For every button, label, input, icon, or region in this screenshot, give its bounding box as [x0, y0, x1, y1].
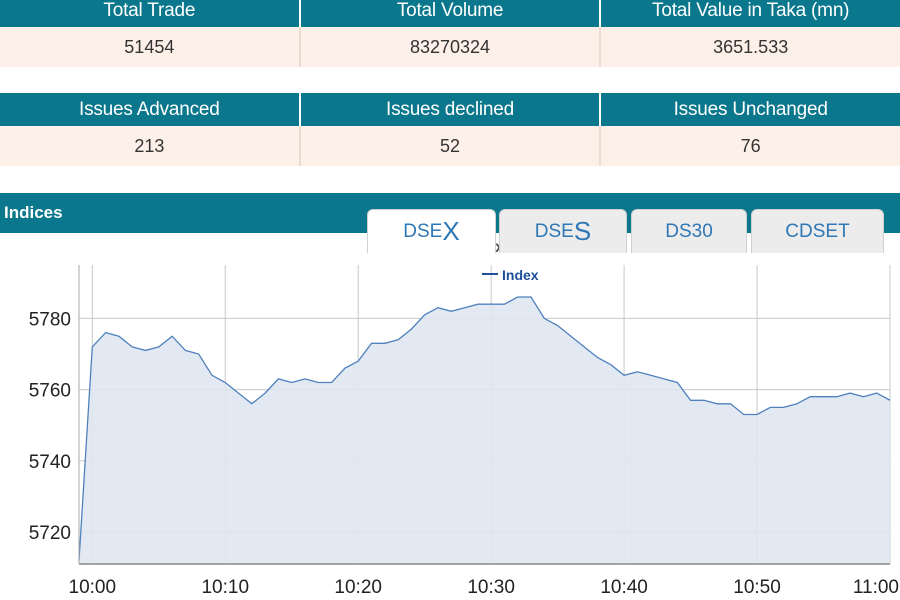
tab-ds30[interactable]: DS30	[631, 209, 747, 253]
market-summary-table: Total Trade Total Volume Total Value in …	[0, 0, 900, 67]
issues-unchanged-value: 76	[599, 126, 900, 166]
market-summary-header-row: Total Trade Total Volume Total Value in …	[0, 0, 900, 27]
legend-label-index: Index	[502, 267, 539, 283]
x-tick-label: 10:20	[334, 577, 382, 598]
total-trade-header: Total Trade	[103, 0, 196, 21]
x-tick-label: 10:30	[467, 577, 515, 598]
issues-advanced-value: 213	[134, 135, 165, 156]
issues-summary-table: Issues Advanced Issues declined Issues U…	[0, 93, 900, 166]
total-volume-value: 83270324	[298, 27, 600, 67]
x-tick-label: 10:40	[600, 577, 648, 598]
total-volume-header: Total Volume	[298, 0, 600, 27]
issues-summary-header-row: Issues Advanced Issues declined Issues U…	[0, 93, 900, 126]
issues-declined-value: 52	[298, 126, 600, 166]
tab-dsex-prefix: DSE	[403, 220, 443, 242]
tab-dsex-suffix: X	[442, 216, 460, 246]
tab-dses-prefix: DSE	[534, 220, 574, 242]
y-tick-label: 5780	[29, 309, 71, 330]
tab-cdset-label: CDSET	[785, 220, 850, 242]
tab-dses-suffix: S	[573, 216, 592, 246]
issues-unchanged-header: Issues Unchanged	[599, 93, 900, 126]
x-tick-label: 10:00	[69, 577, 117, 598]
indices-title: Indices	[4, 203, 63, 222]
issues-summary-values-row: 213 52 76	[0, 126, 900, 166]
index-line	[78, 296, 891, 561]
index-chart-panel: 5720 5740 5760 5780 10:00 10:10 10:20 10:30 10:…	[0, 233, 900, 600]
x-axis-ticks: 10:00 10:10 10:20 10:30 10:40 10:50 11:00	[69, 577, 899, 598]
issues-declined-header: Issues declined	[298, 93, 600, 126]
tab-dses[interactable]: DSE S	[499, 209, 627, 253]
issues-advanced-header: Issues Advanced	[79, 98, 220, 120]
total-trade-value: 51454	[124, 36, 175, 57]
tab-ds30-label: DS30	[665, 220, 713, 242]
y-tick-label: 5760	[29, 381, 71, 402]
market-summary-values-row: 51454 83270324 3651.533	[0, 27, 900, 67]
total-value-value: 3651.533	[599, 27, 900, 67]
y-tick-label: 5740	[29, 452, 71, 473]
x-tick-label: 10:10	[201, 577, 249, 598]
index-area-fill	[79, 297, 890, 564]
tab-cdset[interactable]: CDSET	[751, 209, 884, 253]
x-tick-label: 11:00	[853, 577, 899, 598]
chart-legend[interactable]: Index	[482, 267, 539, 283]
x-tick-label: 10:50	[733, 577, 781, 598]
y-tick-label: 5720	[29, 523, 71, 544]
total-value-header: Total Value in Taka (mn)	[599, 0, 900, 27]
y-axis-ticks: 5720 5740 5760 5780	[29, 309, 71, 544]
tab-dsex[interactable]: DSE X	[367, 209, 496, 253]
